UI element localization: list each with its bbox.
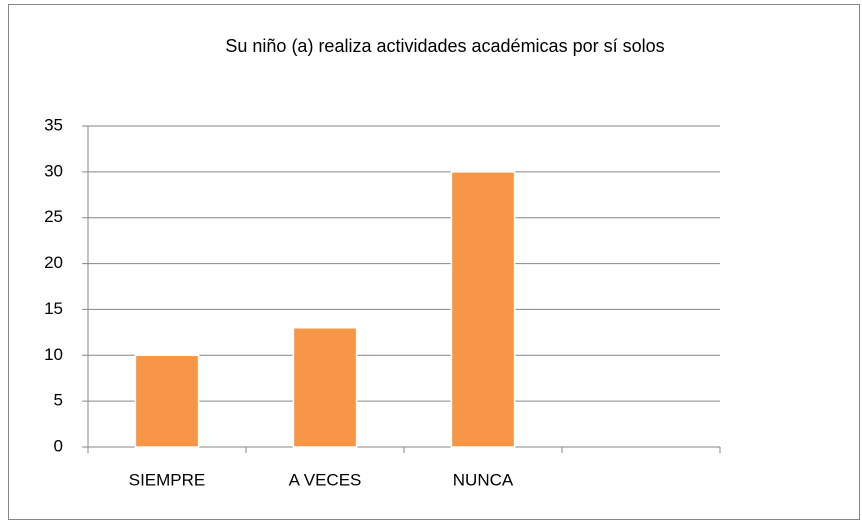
y-tick-label: 20 [44,253,63,272]
x-tick-label: SIEMPRE [129,470,206,489]
bar [292,327,358,448]
y-tick-label: 10 [44,345,63,364]
y-tick-label: 35 [44,115,63,134]
bar [134,354,200,448]
y-tick-label: 0 [54,436,63,455]
y-tick-label: 15 [44,299,63,318]
y-tick-label: 30 [44,161,63,180]
y-tick-label: 25 [44,207,63,226]
y-tick-label: 5 [54,391,63,410]
x-tick-label: NUNCA [453,470,514,489]
chart-title: Su niño (a) realiza actividades académic… [225,36,664,56]
x-tick-label: A VECES [289,470,362,489]
bar [450,171,516,448]
